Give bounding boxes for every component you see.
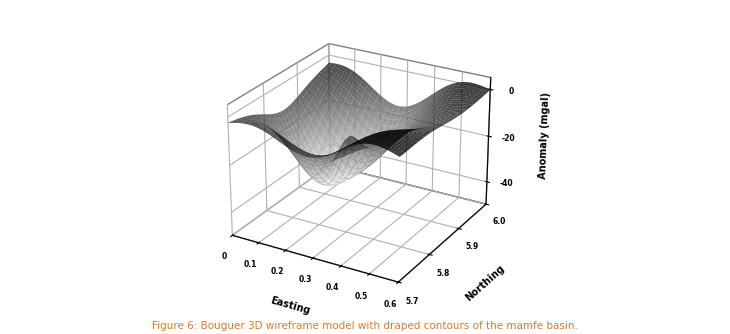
Y-axis label: Northing: Northing — [464, 264, 507, 303]
X-axis label: Easting: Easting — [269, 296, 311, 317]
Text: Figure 6: Bouguer 3D wireframe model with draped contours of the mamfe basin.: Figure 6: Bouguer 3D wireframe model wit… — [152, 321, 578, 331]
